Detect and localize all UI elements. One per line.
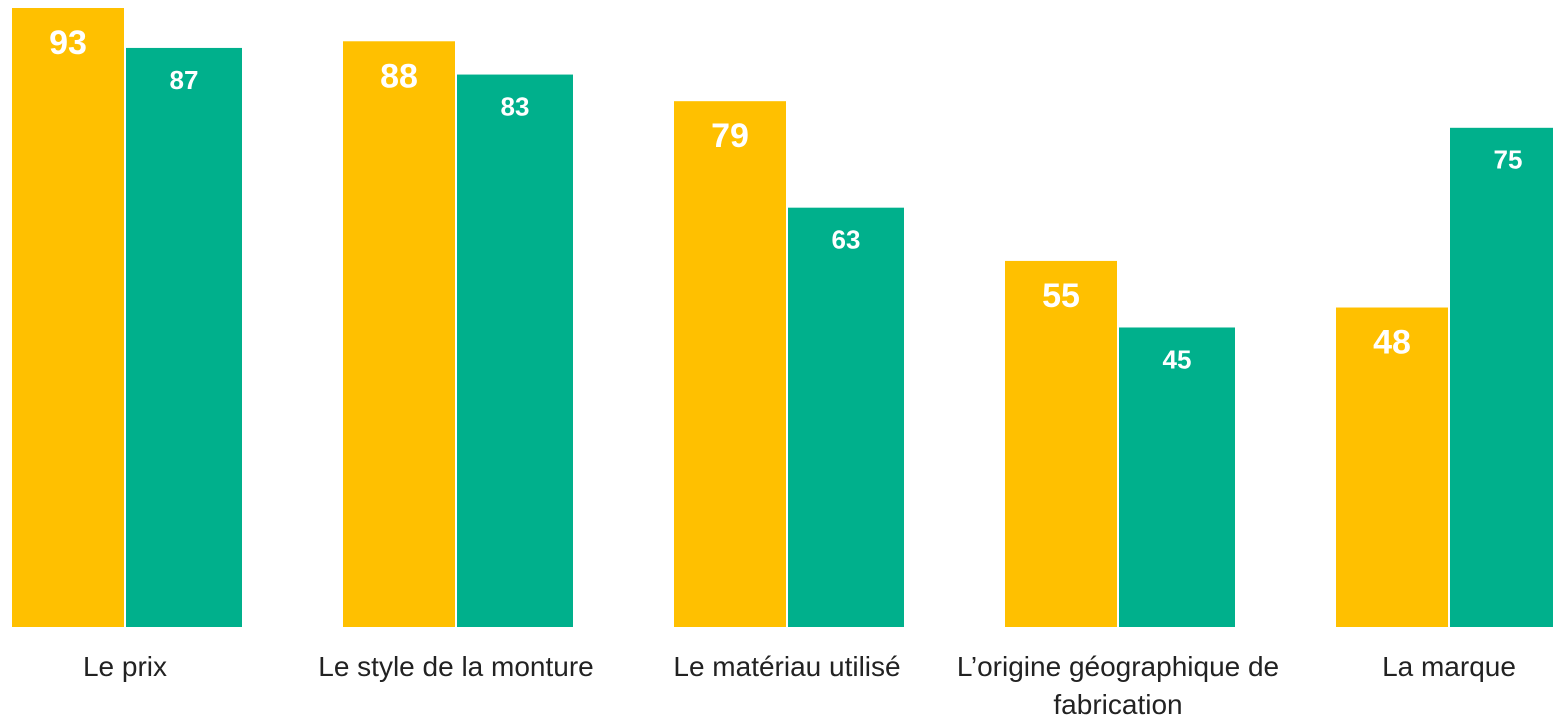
value-label: 93 bbox=[49, 24, 87, 62]
bar bbox=[343, 41, 455, 628]
value-label: 79 bbox=[711, 117, 749, 155]
x-tick-label: Le matériau utilisé bbox=[673, 651, 901, 682]
value-label: 48 bbox=[1373, 324, 1411, 362]
value-label: 63 bbox=[832, 225, 861, 255]
x-tick-label: La marque bbox=[1382, 651, 1516, 682]
bar bbox=[1450, 127, 1553, 627]
value-label: 75 bbox=[1494, 145, 1523, 175]
x-tick-label: Le prix bbox=[82, 651, 168, 682]
value-label: 88 bbox=[380, 57, 418, 95]
bar bbox=[1119, 327, 1235, 627]
value-label: 83 bbox=[501, 91, 530, 121]
value-label: 87 bbox=[170, 65, 199, 95]
bar bbox=[1005, 260, 1117, 627]
bar bbox=[1336, 307, 1448, 627]
value-label: 45 bbox=[1163, 344, 1192, 374]
x-tick-label: L’origine géographique de fabrication bbox=[956, 651, 1280, 717]
bar bbox=[788, 207, 904, 627]
bar bbox=[457, 74, 573, 627]
bar bbox=[126, 47, 242, 627]
x-tick-label: Le style de la monture bbox=[318, 651, 594, 682]
bar bbox=[12, 8, 124, 627]
value-label: 55 bbox=[1042, 277, 1080, 315]
bar bbox=[674, 101, 786, 627]
